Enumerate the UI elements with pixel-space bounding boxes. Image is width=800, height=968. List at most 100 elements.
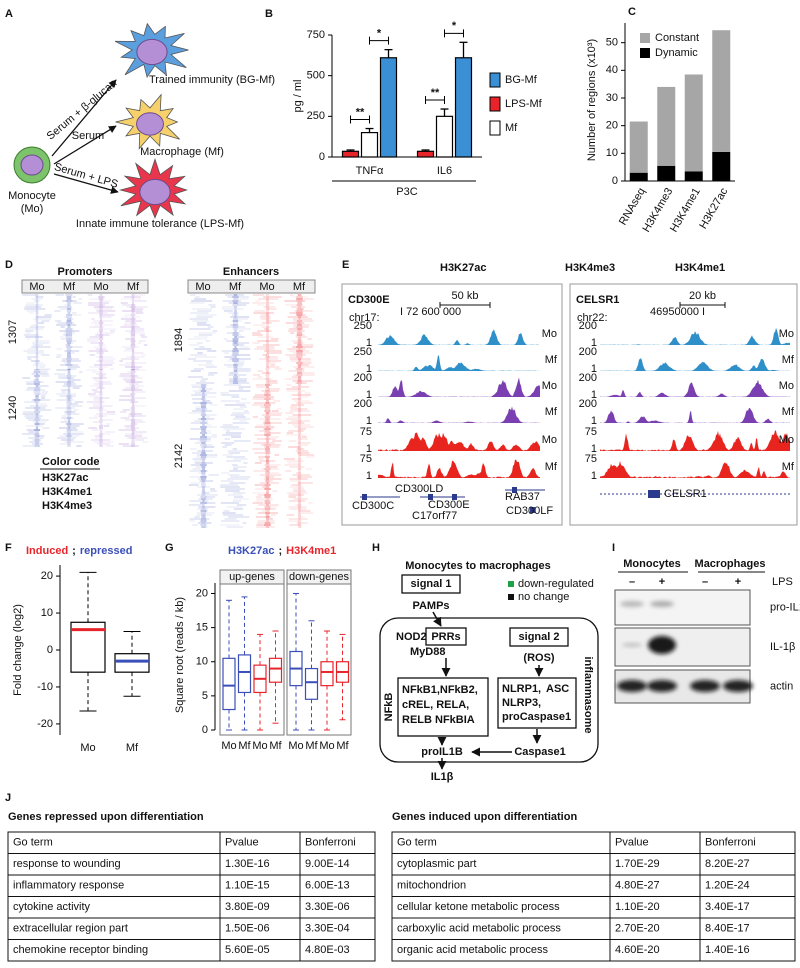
locus-title: CELSR1 [576, 294, 619, 306]
track-scale: 75 [360, 453, 372, 465]
box [401, 574, 461, 594]
box [304, 667, 319, 700]
facet-label: up-genes [229, 571, 275, 583]
title-part: H3K27ac [228, 545, 274, 557]
exon [428, 494, 433, 500]
sample-label: Mf [782, 461, 795, 473]
bar-segment [657, 165, 676, 181]
scale-label: 50 kb [452, 290, 479, 302]
gene-label: CD300LD [395, 483, 443, 495]
x-tick-label: Mf [238, 740, 251, 752]
arrow [432, 611, 442, 627]
band [650, 601, 674, 607]
panel-letter: H [372, 542, 380, 554]
gene-label: CD300E [428, 499, 470, 511]
legend-label: down-regulated [518, 578, 594, 590]
lane-label: – [629, 576, 635, 588]
significance-bracket [444, 29, 464, 38]
cell-label: (Mo) [21, 203, 44, 215]
legend-swatch [489, 120, 501, 136]
track-scale: 1 [591, 363, 597, 375]
gene-label: RAB37 [505, 491, 540, 503]
lane-label: – [702, 576, 708, 588]
column-label: Mf [293, 281, 306, 293]
column-label: Mf [63, 281, 76, 293]
y-tick-label: 20 [606, 120, 618, 132]
bar [416, 150, 435, 158]
arrow [53, 173, 119, 194]
legend-swatch [489, 72, 501, 88]
title-part: repressed [80, 545, 133, 557]
gene-label: IL1β [431, 771, 454, 783]
row-label: 1307 [7, 320, 19, 344]
signal-track [600, 430, 790, 451]
panel-letter: B [265, 8, 273, 20]
panel-letter: F [5, 542, 12, 554]
table-header: Go term [397, 837, 437, 849]
signal-track [378, 459, 540, 478]
band [647, 680, 677, 692]
table-cell: 1.10E-20 [615, 901, 660, 913]
column-label: Mf [127, 281, 140, 293]
y-tick-label: 0 [612, 175, 618, 187]
arrow [51, 79, 117, 157]
sample-label: Mo [779, 434, 794, 446]
gene-label: CD300LF [506, 505, 553, 517]
outcome-label: Innate immune tolerance (LPS-Mf) [76, 218, 244, 230]
legend-label: Mf [505, 122, 518, 134]
scale-bar [439, 302, 491, 308]
table-cell: 1.20E-24 [705, 880, 750, 892]
bar-segment [684, 171, 703, 181]
scale-label: 20 kb [689, 290, 716, 302]
title-part: Induced [26, 545, 68, 557]
diagram-title: Monocytes to macrophages [405, 560, 550, 572]
legend-swatch [489, 96, 501, 112]
arrow-label: Serum [72, 130, 104, 142]
significance-label: ** [431, 87, 440, 99]
color-code-label: H3K27ac [42, 472, 88, 484]
gene-label: C17orf77 [412, 510, 457, 522]
box [237, 654, 252, 694]
y-tick-label: 15 [196, 622, 208, 634]
y-tick-label: 5 [202, 690, 208, 702]
table-cell: 6.00E-13 [305, 880, 350, 892]
bar-segment [629, 172, 648, 181]
blot [614, 589, 751, 626]
group-label: Monocytes [623, 558, 680, 570]
significance-bracket [350, 115, 370, 124]
track-scale: 250 [354, 320, 372, 332]
sample-label: Mo [779, 328, 794, 340]
box [268, 657, 283, 683]
table-cell: response to wounding [13, 858, 121, 870]
table-cell: cellular ketone metabolic process [397, 901, 560, 913]
node-label: PAMPs [412, 600, 449, 612]
nucleus [20, 154, 44, 176]
table-cell: extracellular region part [13, 923, 128, 935]
mark-legend: H3K4me1 [675, 262, 725, 274]
table-cell: carboxylic acid metabolic process [397, 923, 561, 935]
signal-track [600, 407, 790, 423]
y-tick-label: 750 [307, 29, 325, 41]
bar [454, 57, 473, 158]
table-cell: 3.40E-17 [705, 901, 750, 913]
panel-letter: J [5, 792, 11, 804]
y-axis-label: Fold change (log2) [12, 604, 24, 696]
panel-letter: E [342, 259, 349, 271]
node-label: PRRs [431, 631, 460, 643]
x-tick-label: Mo [252, 740, 267, 752]
heatmap-header [187, 279, 316, 294]
signal-track [378, 329, 540, 345]
column-label: Mf [229, 281, 242, 293]
outcome-label: Macrophage (Mf) [140, 146, 224, 158]
band [620, 601, 644, 607]
gene-label: NLRP1, [502, 683, 541, 695]
sample-label: Mo [779, 380, 794, 392]
table-header: Pvalue [225, 837, 259, 849]
table-title: Genes repressed upon differentiation [8, 811, 204, 823]
cell-outline [379, 617, 599, 763]
y-tick-label: 20 [196, 587, 208, 599]
sample-label: Mf [782, 354, 795, 366]
node-label: proCaspase1 [502, 711, 571, 723]
table-cell: 4.60E-20 [615, 944, 660, 956]
table-cell: 9.00E-14 [305, 858, 350, 870]
